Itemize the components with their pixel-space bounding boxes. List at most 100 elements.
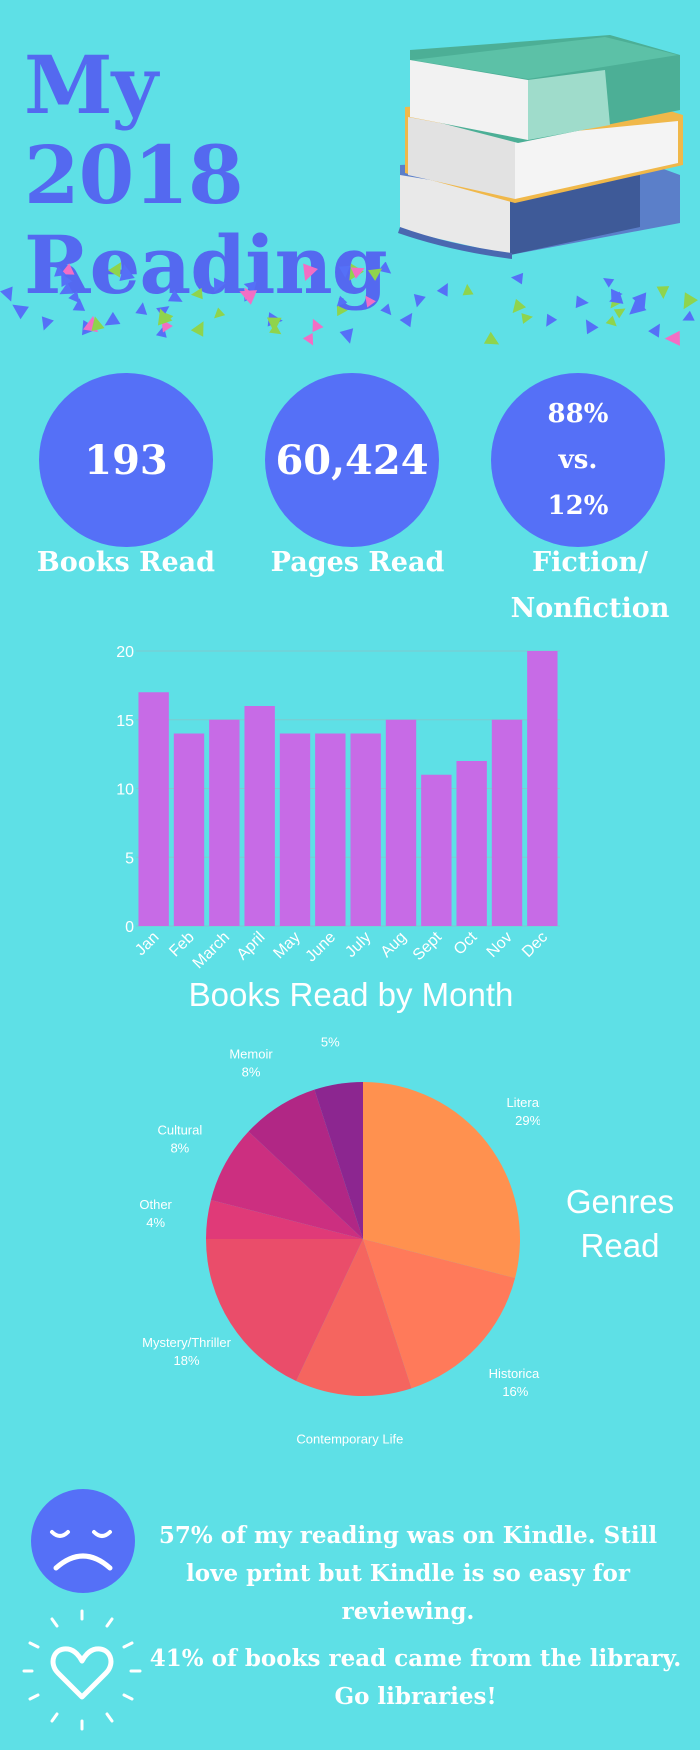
confetti-triangle — [157, 308, 173, 326]
library-note: 41% of books read came from the library.… — [149, 1645, 682, 1710]
confetti-triangle — [168, 289, 183, 302]
confetti-triangle — [610, 288, 623, 301]
confetti-triangle — [61, 273, 73, 288]
y-tick-label: 10 — [116, 782, 134, 799]
confetti-triangle — [336, 295, 348, 307]
x-tick-label: Dec — [519, 929, 551, 961]
bar — [315, 733, 346, 926]
x-tick-label: April — [234, 929, 269, 964]
fiction-percent: 88% — [547, 399, 609, 429]
confetti-triangle — [59, 282, 74, 295]
x-tick-label: Nov — [484, 929, 516, 961]
pie-slice — [206, 1199, 363, 1239]
pie-percent: 8% — [170, 1140, 189, 1155]
x-tick-label: Jan — [132, 929, 162, 959]
bar — [350, 733, 381, 926]
confetti-triangle — [664, 330, 680, 346]
bar-chart-title: Books Read by Month — [189, 976, 514, 1013]
confetti-triangle — [303, 263, 318, 282]
confetti-triangle — [104, 311, 121, 326]
confetti-triangle — [213, 277, 226, 293]
pie-label: Literary — [506, 1095, 540, 1110]
confetti-triangle — [339, 328, 354, 344]
confetti-triangle — [436, 283, 448, 297]
pie-slice — [205, 1239, 363, 1382]
heart-icon — [22, 1609, 142, 1731]
pie-label: Other — [139, 1197, 172, 1212]
confetti-triangle — [483, 331, 500, 345]
confetti-triangle — [108, 262, 122, 278]
confetti-triangle — [190, 321, 204, 337]
pie-slice — [210, 1131, 363, 1239]
confetti-triangle — [135, 302, 148, 315]
confetti-triangle — [682, 310, 695, 321]
confetti-triangle — [367, 268, 383, 281]
y-tick-label: 0 — [125, 919, 134, 936]
confetti-decoration — [0, 262, 698, 346]
x-tick-label: June — [303, 929, 340, 966]
confetti-triangle — [214, 307, 226, 319]
confetti-triangle — [266, 317, 282, 333]
confetti-triangle — [190, 287, 203, 300]
pie-percent: 29% — [515, 1113, 540, 1128]
confetti-triangle — [91, 316, 105, 332]
confetti-triangle — [243, 281, 257, 293]
y-tick-label: 15 — [116, 713, 134, 730]
confetti-triangle — [603, 277, 615, 288]
confetti-triangle — [269, 323, 282, 335]
confetti-triangle — [629, 298, 647, 315]
confetti-triangle — [336, 305, 348, 317]
x-tick-label: March — [190, 929, 233, 972]
bar — [173, 733, 205, 926]
pie-percent: 4% — [146, 1215, 165, 1230]
genres-heading: Genres Read — [565, 1183, 675, 1264]
nonfiction-percent: 12% — [547, 491, 609, 521]
pages-read-label: Pages Read — [270, 547, 445, 578]
pie-slice — [248, 1089, 363, 1239]
confetti-triangle — [512, 298, 527, 314]
confetti-triangle — [12, 304, 29, 320]
confetti-triangle — [0, 286, 13, 302]
bar — [527, 651, 558, 926]
confetti-triangle — [68, 290, 80, 304]
confetti-triangle — [656, 286, 670, 300]
bar — [138, 692, 169, 926]
confetti-triangle — [575, 295, 589, 309]
y-tick-label: 5 — [125, 850, 134, 867]
pie-slice — [296, 1239, 412, 1397]
confetti-triangle — [413, 293, 426, 308]
confetti-triangle — [378, 262, 392, 274]
x-tick-label: Aug — [378, 929, 410, 961]
confetti-triangle — [60, 263, 75, 275]
pie-slice — [363, 1082, 521, 1279]
sad-face-icon — [31, 1489, 135, 1593]
confetti-triangle — [613, 308, 626, 319]
page-title: My 2018 Reading — [24, 40, 388, 312]
confetti-triangle — [585, 319, 599, 335]
x-tick-label: Oct — [451, 928, 481, 958]
pie-label: Contemporary Life — [296, 1432, 403, 1447]
confetti-triangle — [510, 272, 524, 285]
pages-read-value: 60,424 — [275, 436, 429, 484]
pie-percent: 8% — [242, 1065, 261, 1080]
pie-label: Historical — [489, 1366, 540, 1381]
confetti-triangle — [632, 292, 647, 310]
books-read-value: 193 — [84, 436, 168, 484]
bar — [279, 733, 311, 926]
confetti-triangle — [350, 267, 365, 279]
title-line-2: Reading — [24, 218, 388, 312]
confetti-triangle — [119, 264, 135, 281]
pie-slice — [363, 1239, 516, 1389]
fiction-ratio-circle: 88% vs. 12% — [491, 373, 665, 547]
pie-percent: 18% — [174, 1353, 200, 1368]
bar — [456, 761, 487, 926]
confetti-triangle — [605, 315, 617, 327]
pie-label: Cultural — [157, 1122, 202, 1137]
bar — [491, 719, 523, 926]
fiction-label: Fiction/ — [531, 547, 649, 578]
nonfiction-label: Nonfiction — [510, 593, 670, 624]
bar — [244, 706, 275, 926]
confetti-triangle — [41, 316, 54, 331]
pie-label: Memoir — [229, 1047, 273, 1062]
